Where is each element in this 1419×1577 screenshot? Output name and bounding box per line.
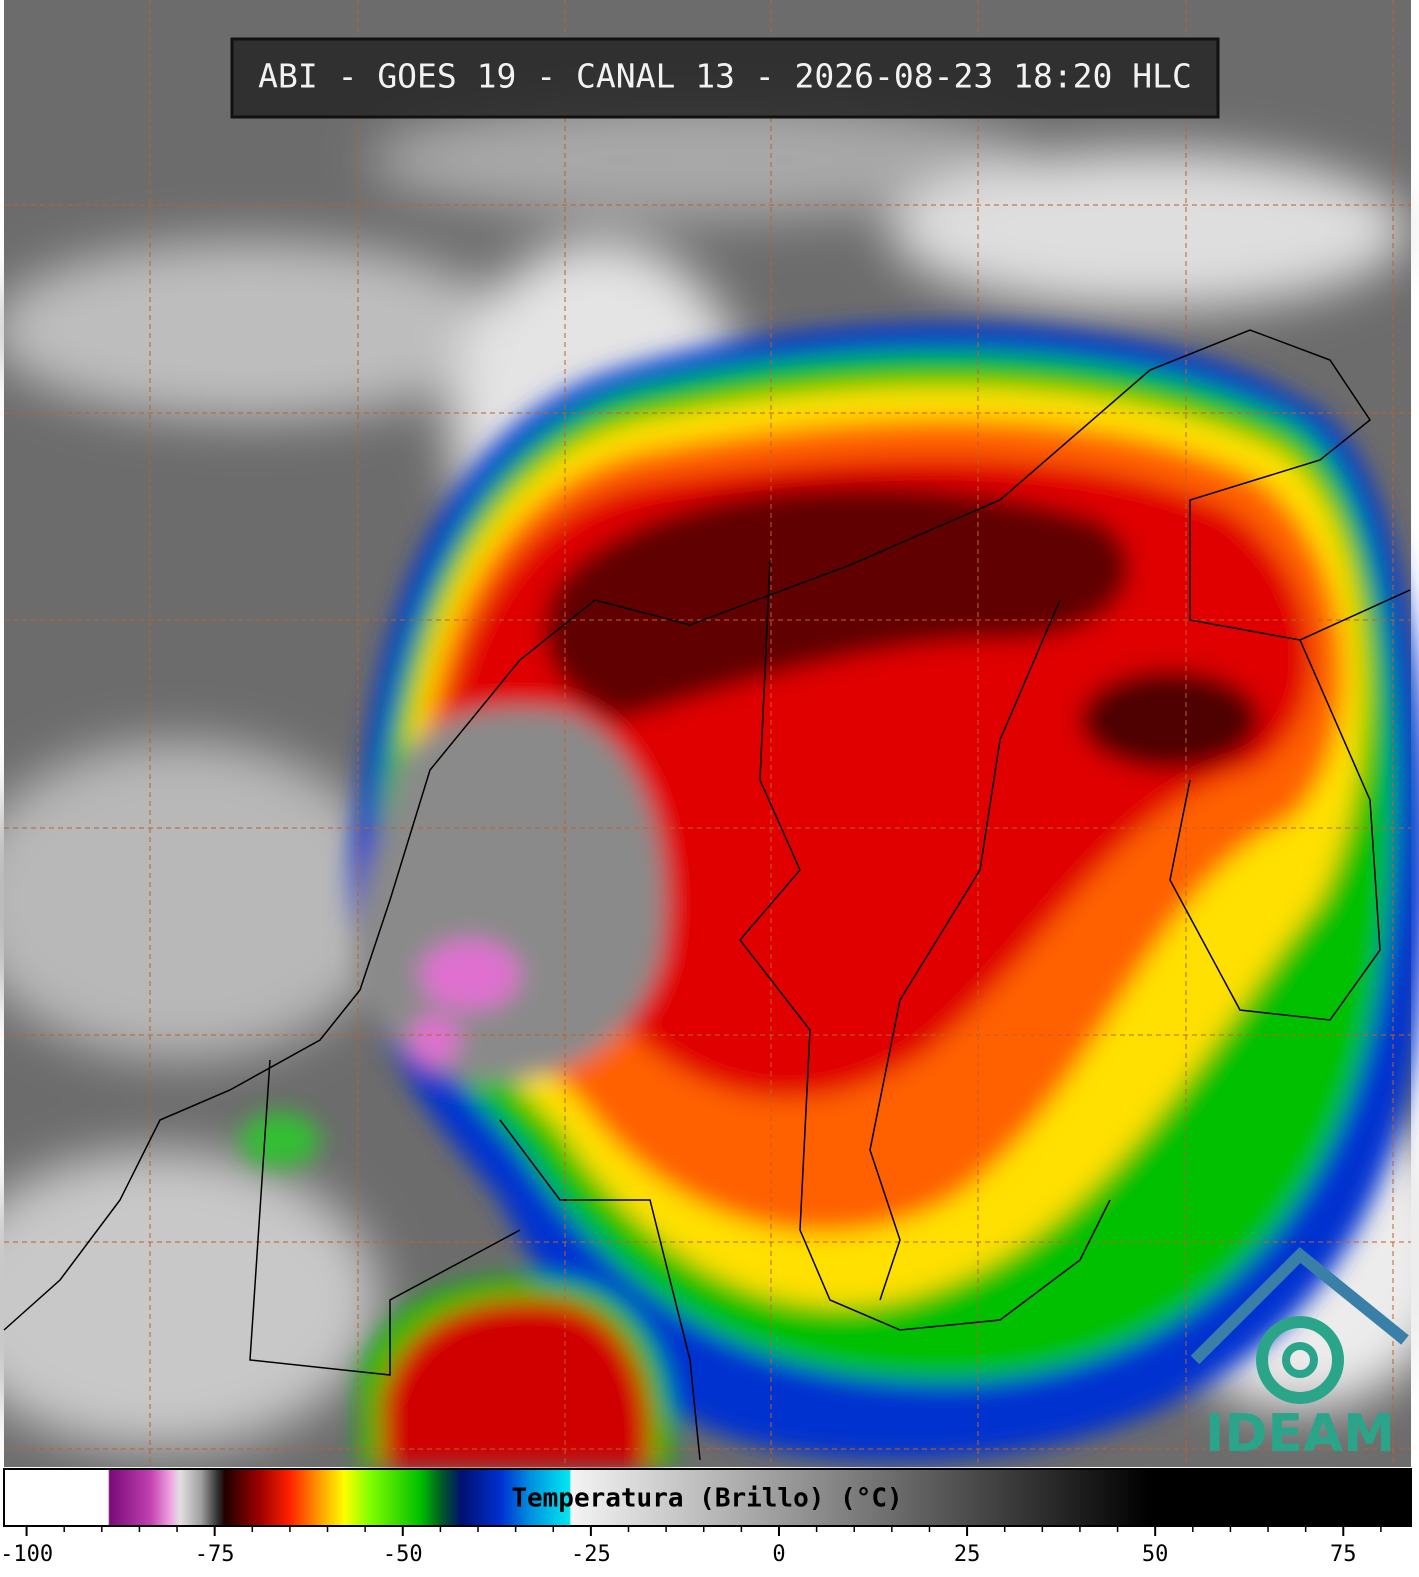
tick-label: -50 [383, 1542, 423, 1567]
colorbar [3, 1468, 1412, 1527]
chart-title: ABI - GOES 19 - CANAL 13 - 2026-08-23 18… [258, 57, 1192, 96]
logo: IDEAM [1190, 1246, 1409, 1464]
tick-label: 75 [1330, 1542, 1357, 1567]
colorbar-label: Temperatura (Brillo) (°C) [511, 1484, 902, 1514]
tick-label: -75 [195, 1542, 235, 1567]
logo-text: IDEAM [1205, 1404, 1395, 1464]
borders [3, 329, 1411, 1461]
tick-label: 25 [954, 1542, 981, 1567]
tick-label: 0 [772, 1542, 785, 1567]
tick-label: -25 [571, 1542, 611, 1567]
graticule [4, 0, 1411, 1467]
title-box [230, 37, 1220, 119]
tick-label: -100 [0, 1542, 53, 1567]
satellite-image: IDEAM ABI - GOES 19 - CANAL 13 - 2026-08… [0, 0, 1419, 1467]
tick-label: 50 [1142, 1542, 1169, 1567]
storm [240, 324, 1419, 1467]
